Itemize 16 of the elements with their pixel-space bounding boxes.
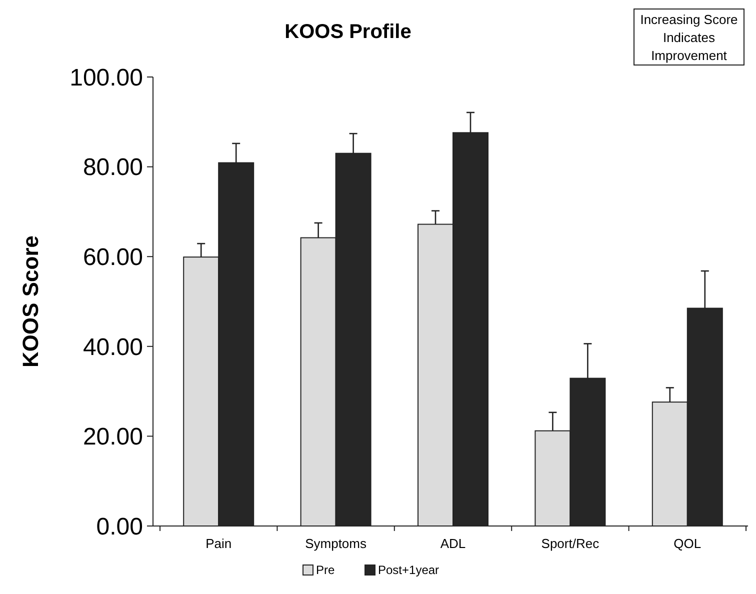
- x-tick-label: Pain: [206, 536, 232, 551]
- y-tick-label: 80.00: [82, 154, 143, 182]
- x-tick-label: Symptoms: [305, 536, 367, 551]
- text: Increasing Score Indicates Improvement: [640, 12, 738, 63]
- y-tick-label: 0.00: [96, 513, 143, 540]
- y-tick-label: 20.00: [82, 424, 143, 451]
- y-tick-label: 60.00: [82, 244, 143, 271]
- x-tick-label: QOL: [674, 536, 702, 551]
- y-tick-label: 100.00: [70, 64, 143, 92]
- legend-label: Pre: [316, 563, 335, 577]
- y-axis-title: KOOS Score: [18, 235, 43, 368]
- legend-label: Post+1year: [378, 563, 440, 577]
- x-tick-label: ADL: [440, 536, 466, 551]
- y-tick-label: 40.00: [82, 334, 143, 361]
- chart-title: KOOS Profile: [284, 21, 412, 43]
- x-tick-label: Sport/Rec: [541, 536, 600, 551]
